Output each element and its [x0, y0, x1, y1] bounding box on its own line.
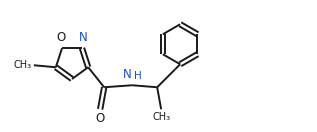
Text: O: O	[56, 31, 66, 44]
Text: H: H	[134, 71, 142, 81]
Text: CH₃: CH₃	[14, 60, 32, 70]
Text: N: N	[79, 31, 87, 44]
Text: O: O	[95, 112, 105, 125]
Text: CH₃: CH₃	[152, 112, 170, 122]
Text: N: N	[122, 68, 131, 81]
